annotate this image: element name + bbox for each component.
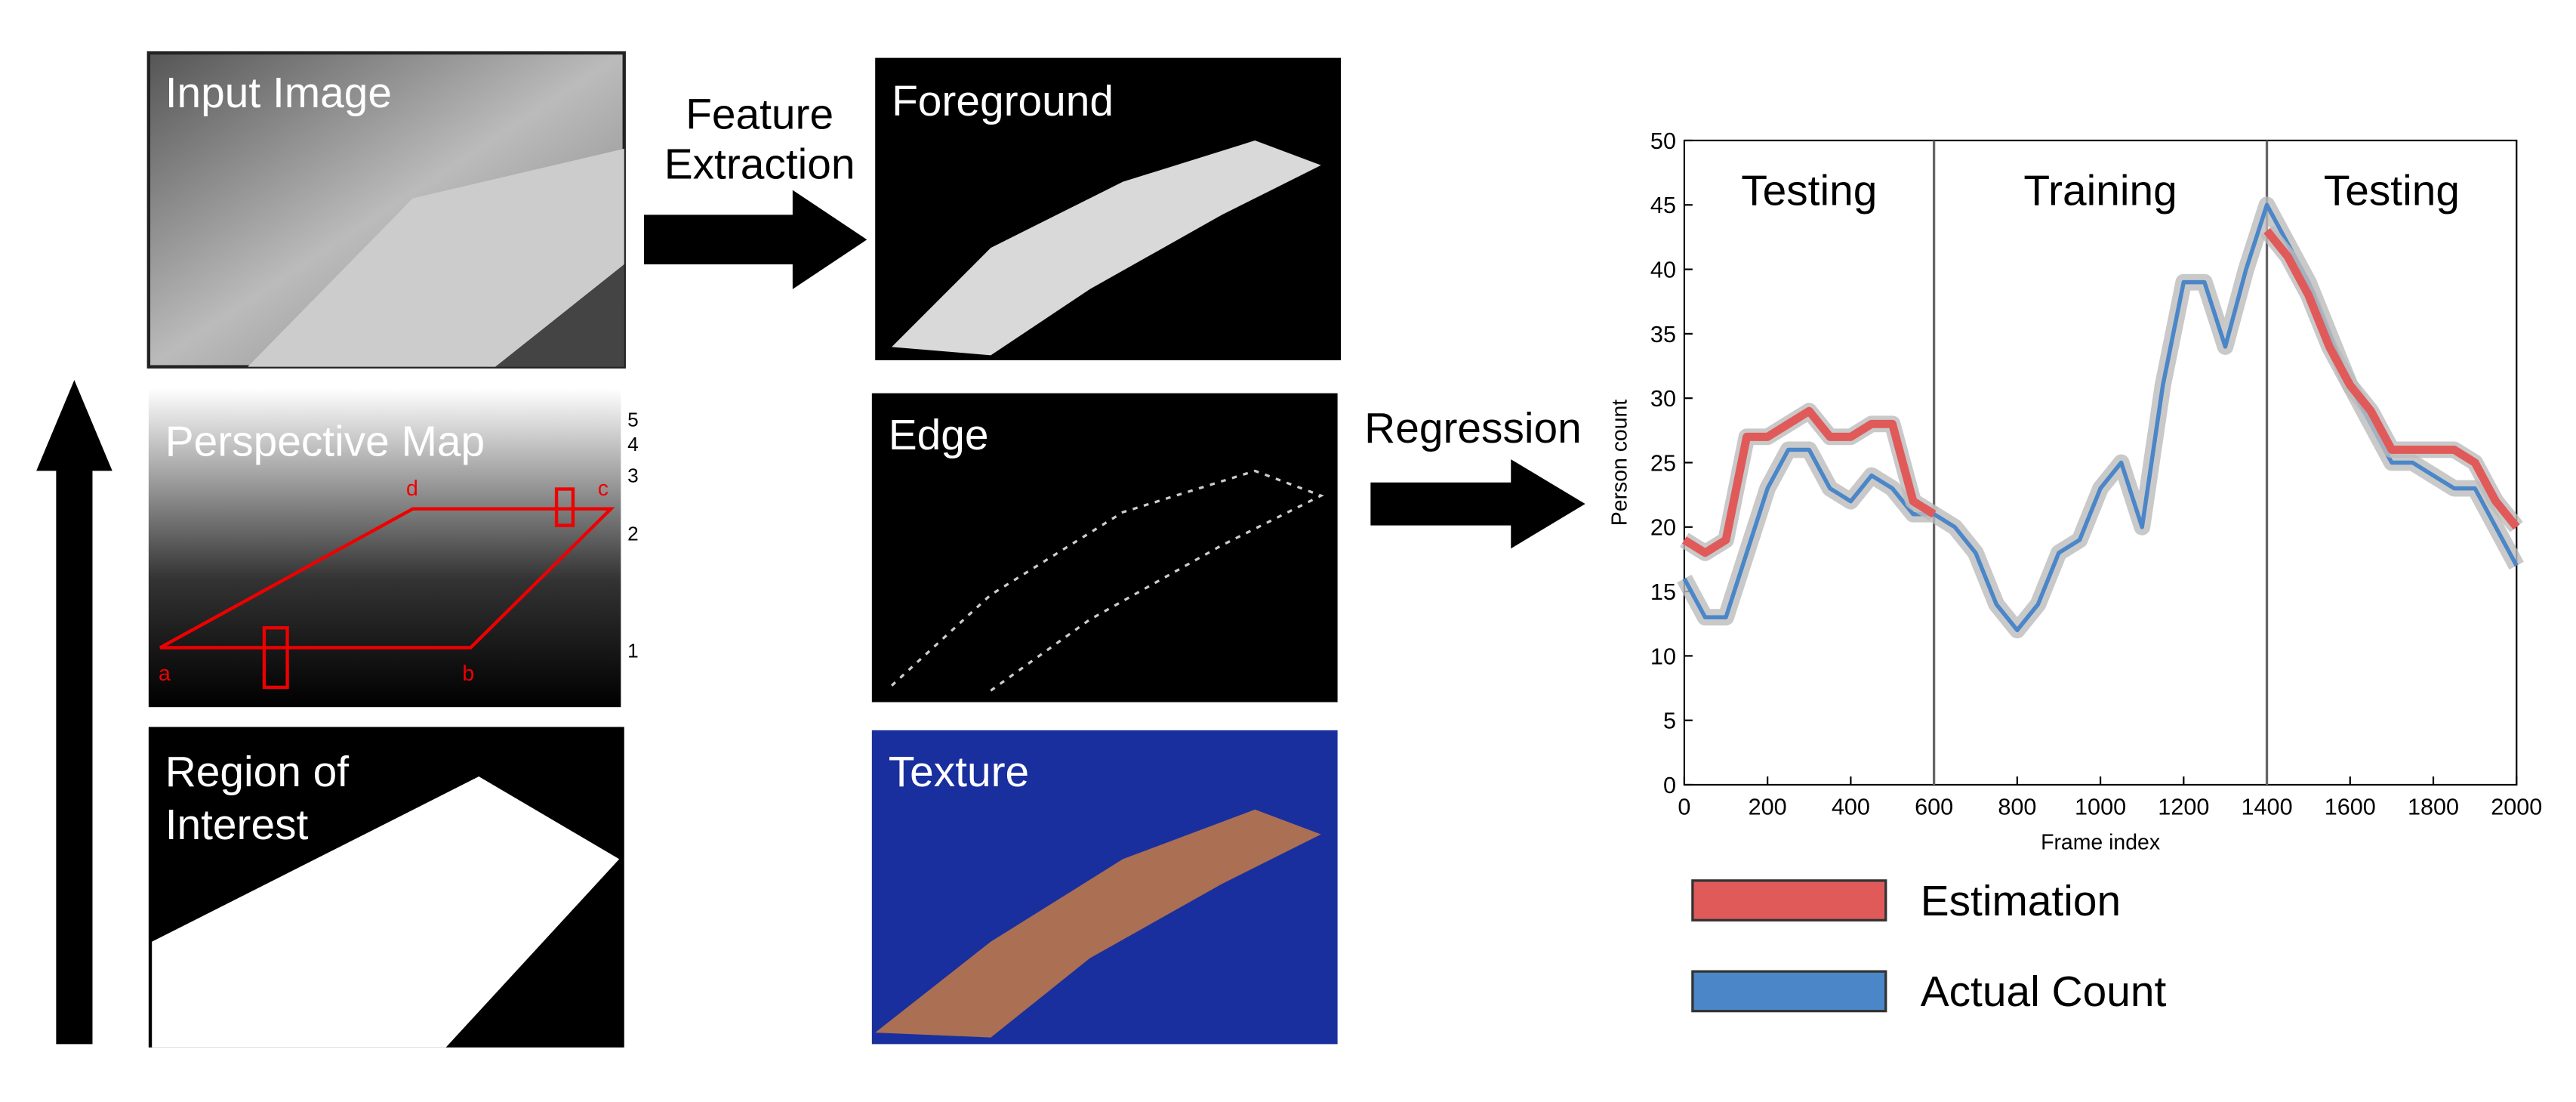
x-tick-label: 2000 xyxy=(2491,794,2542,820)
x-tick-label: 1800 xyxy=(2408,794,2459,820)
y-tick-label: 0 xyxy=(1663,773,1676,798)
y-tick-label: 20 xyxy=(1650,515,1676,541)
input-image-panel: Input Image xyxy=(146,51,626,369)
legend-label: Estimation xyxy=(1921,878,2121,925)
x-tick-label: 1600 xyxy=(2325,794,2376,820)
panel-title: Foreground xyxy=(892,78,1114,125)
texture-panel: Texture xyxy=(871,730,1338,1045)
point-label: c xyxy=(598,477,609,501)
panel-title: Texture xyxy=(889,749,1029,796)
x-tick-label: 400 xyxy=(1832,794,1870,820)
y-tick-label: 40 xyxy=(1650,258,1676,283)
legend-label: Actual Count xyxy=(1921,968,2167,1016)
arrow xyxy=(644,190,867,289)
edge-panel: Edge xyxy=(871,393,1338,702)
y-tick-label: 10 xyxy=(1650,644,1676,669)
perspective-map-panel: Perspective Map a b c d 5 4 3 2 1 xyxy=(148,388,639,708)
y-tick-label: 50 xyxy=(1650,128,1676,154)
x-tick-label: 1400 xyxy=(2242,794,2293,820)
scale-label: 1 xyxy=(627,640,639,662)
x-axis-label: Frame index xyxy=(2041,830,2160,854)
x-tick-label: 0 xyxy=(1678,794,1690,820)
y-tick-label: 25 xyxy=(1650,450,1676,476)
y-tick-label: 5 xyxy=(1663,708,1676,734)
x-tick-label: 1000 xyxy=(2075,794,2126,820)
roi-panel: Region of Interest xyxy=(148,727,624,1048)
scale-label: 3 xyxy=(627,465,639,487)
up-arrow xyxy=(36,380,112,1045)
panel-title: Interest xyxy=(165,801,309,849)
region-label: Testing xyxy=(2324,167,2460,215)
y-tick-label: 30 xyxy=(1650,386,1676,412)
x-tick-label: 200 xyxy=(1749,794,1787,820)
x-tick-label: 1200 xyxy=(2158,794,2209,820)
x-tick-label: 800 xyxy=(1998,794,2036,820)
region-label: Training xyxy=(2023,167,2177,215)
y-axis-label: Person count xyxy=(1607,400,1632,526)
panel-title: Input Image xyxy=(165,69,392,117)
arrow xyxy=(1370,459,1585,549)
panel-title: Region of xyxy=(165,749,350,796)
point-label: d xyxy=(406,477,418,501)
arrow-label: Regression xyxy=(1364,405,1582,452)
series-line xyxy=(1682,227,2520,557)
legend-swatch xyxy=(1691,970,1887,1013)
scale-label: 4 xyxy=(627,433,639,455)
arrow-label: Extraction xyxy=(664,140,855,188)
panel-title: Perspective Map xyxy=(165,418,485,466)
x-tick-label: 600 xyxy=(1915,794,1953,820)
foreground-panel: Foreground xyxy=(875,57,1341,360)
point-label: b xyxy=(462,662,474,686)
scale-label: 2 xyxy=(627,522,639,545)
chart: 0 200 400 600 800 1000 1200 1400 1600 1800 2000 0 5 1… xyxy=(1607,128,2542,1016)
arrow-label: Feature xyxy=(686,91,834,139)
y-tick-label: 35 xyxy=(1650,322,1676,347)
legend-swatch xyxy=(1691,879,1887,921)
region-label: Testing xyxy=(1741,167,1877,215)
y-tick-label: 45 xyxy=(1650,193,1676,218)
y-tick-label: 15 xyxy=(1650,579,1676,605)
point-label: a xyxy=(159,662,171,686)
panel-title: Edge xyxy=(889,412,989,459)
scale-label: 5 xyxy=(627,408,639,431)
